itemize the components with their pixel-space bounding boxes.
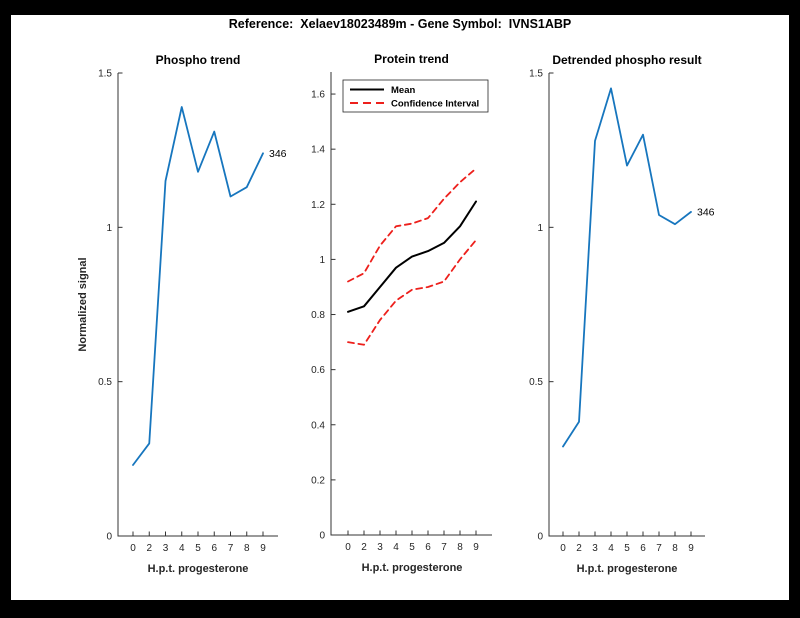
y-tick-label: 0.8 bbox=[311, 310, 325, 321]
series-line bbox=[347, 167, 477, 283]
x-tick-label: 7 bbox=[656, 543, 662, 554]
x-tick-label: 0 bbox=[345, 542, 351, 553]
end-value-label: 346 bbox=[269, 148, 287, 160]
x-tick-label: 2 bbox=[146, 543, 152, 554]
x-tick-label: 7 bbox=[228, 543, 234, 554]
x-tick-label: 2 bbox=[576, 543, 582, 554]
x-axis-label: H.p.t. progesterone bbox=[148, 563, 249, 575]
x-tick-label: 9 bbox=[688, 543, 694, 554]
x-tick-label: 6 bbox=[211, 543, 217, 554]
legend-label: Confidence Interval bbox=[391, 99, 479, 110]
y-tick-label: 1.5 bbox=[98, 69, 112, 80]
y-axis-label: Normalized signal bbox=[77, 257, 89, 351]
y-tick-label: 0 bbox=[106, 532, 112, 543]
figure-canvas bbox=[11, 15, 789, 600]
y-tick-label: 0 bbox=[319, 531, 325, 542]
x-tick-label: 6 bbox=[640, 543, 646, 554]
chart-title: Phospho trend bbox=[156, 53, 241, 67]
y-tick-label: 1.5 bbox=[529, 69, 543, 80]
x-tick-label: 5 bbox=[624, 543, 630, 554]
y-tick-label: 1 bbox=[106, 223, 112, 234]
series-line bbox=[562, 87, 692, 448]
y-tick-label: 1.2 bbox=[311, 200, 325, 211]
x-tick-label: 3 bbox=[592, 543, 598, 554]
protein-trend-chart: 00.20.40.60.811.21.41.60 2 3 4 5 6 7 8 9Protein … bbox=[311, 52, 492, 574]
x-tick-label: 5 bbox=[409, 542, 415, 553]
x-tick-label: 4 bbox=[608, 543, 614, 554]
x-tick-label: 4 bbox=[179, 543, 185, 554]
series-line bbox=[132, 106, 264, 466]
axes bbox=[117, 73, 278, 537]
x-tick-label: 0 bbox=[560, 543, 566, 554]
axes bbox=[330, 72, 492, 536]
y-tick-label: 1 bbox=[537, 223, 543, 234]
y-tick-label: 0 bbox=[537, 532, 543, 543]
x-tick-label: 2 bbox=[361, 542, 367, 553]
x-tick-label: 3 bbox=[163, 543, 169, 554]
legend-label: Mean bbox=[391, 85, 415, 96]
series-line bbox=[347, 239, 477, 346]
x-tick-label: 8 bbox=[672, 543, 678, 554]
end-value-label: 346 bbox=[697, 206, 715, 218]
figure-title: Reference: Xelaev18023489m - Gene Symbol… bbox=[228, 17, 572, 31]
y-tick-label: 1.6 bbox=[311, 90, 325, 101]
x-axis-label: H.p.t. progesterone bbox=[577, 563, 678, 575]
x-tick-label: 9 bbox=[260, 543, 266, 554]
chart-title: Protein trend bbox=[374, 52, 449, 66]
x-tick-label: 7 bbox=[441, 542, 447, 553]
chart-title: Detrended phospho result bbox=[552, 53, 701, 67]
y-tick-label: 0.5 bbox=[98, 377, 112, 388]
x-tick-label: 6 bbox=[425, 542, 431, 553]
x-tick-label: 8 bbox=[244, 543, 250, 554]
x-tick-label: 9 bbox=[473, 542, 479, 553]
y-tick-label: 0.5 bbox=[529, 377, 543, 388]
x-axis-label: H.p.t. progesterone bbox=[362, 562, 463, 574]
series-line bbox=[347, 200, 477, 313]
y-tick-label: 0.2 bbox=[311, 475, 325, 486]
x-tick-label: 3 bbox=[377, 542, 383, 553]
x-tick-label: 0 bbox=[130, 543, 136, 554]
y-tick-label: 0.4 bbox=[311, 420, 325, 431]
legend-box bbox=[342, 79, 489, 113]
x-tick-label: 5 bbox=[195, 543, 201, 554]
y-tick-label: 1.4 bbox=[311, 145, 325, 156]
x-tick-label: 8 bbox=[457, 542, 463, 553]
y-tick-label: 0.6 bbox=[311, 365, 325, 376]
x-tick-label: 4 bbox=[393, 542, 399, 553]
axes bbox=[548, 73, 705, 537]
y-tick-label: 1 bbox=[319, 255, 325, 266]
